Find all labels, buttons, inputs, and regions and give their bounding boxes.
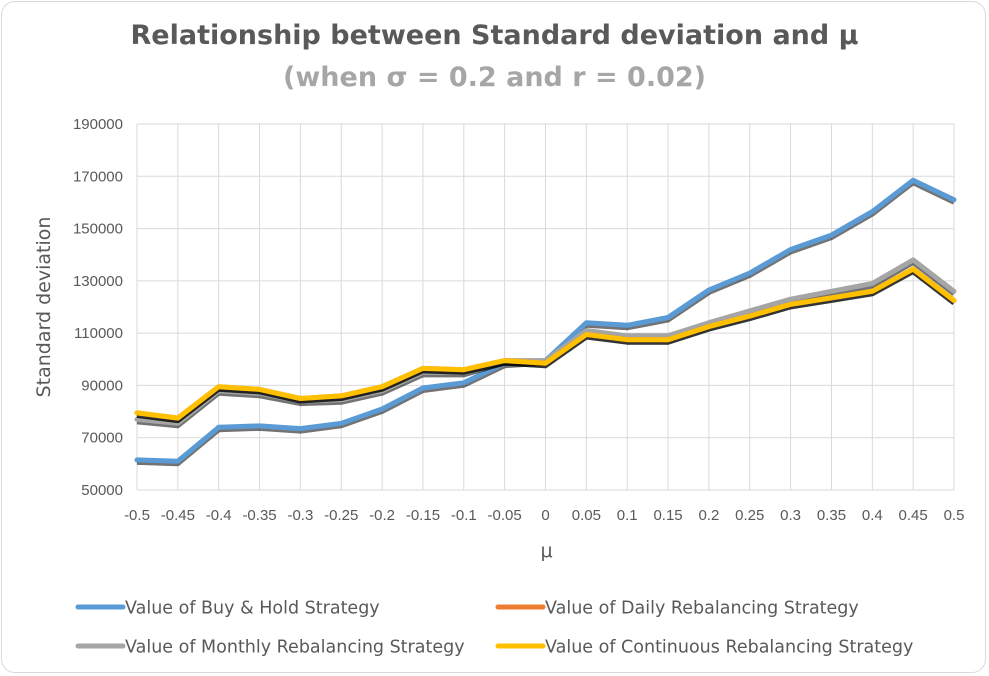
x-tick-label: 0.25 — [735, 507, 764, 524]
x-tick-label: 0.45 — [899, 507, 928, 524]
y-tick-label: 90000 — [81, 377, 123, 394]
y-tick-label: 110000 — [74, 325, 123, 342]
x-tick-label: -0.3 — [287, 507, 313, 524]
legend-label: Value of Buy & Hold Strategy — [125, 599, 380, 619]
chart-title: Relationship between Standard deviation … — [130, 20, 859, 51]
x-tick-label: 0.5 — [944, 507, 965, 524]
x-tick-label: -0.5 — [124, 507, 150, 524]
x-tick-label: -0.2 — [369, 507, 395, 524]
y-tick-label: 190000 — [73, 116, 123, 133]
chart-subtitle: (when σ = 0.2 and r = 0.02) — [283, 62, 706, 93]
x-tick-label: 0 — [541, 507, 549, 524]
series-line — [134, 266, 957, 421]
x-tick-label: 0.05 — [572, 507, 601, 524]
x-tick-label: 0.2 — [698, 507, 719, 524]
y-axis-label: Standard deviation — [33, 217, 55, 398]
x-tick-label: 0.15 — [653, 507, 682, 524]
y-tick-label: 130000 — [73, 273, 123, 290]
x-tick-label: -0.25 — [324, 507, 358, 524]
x-tick-label: -0.05 — [488, 507, 522, 524]
x-tick-label: 0.3 — [780, 507, 801, 524]
legend-label: Value of Monthly Rebalancing Strategy — [125, 638, 465, 658]
y-tick-label: 150000 — [73, 221, 123, 238]
x-tick-label: 0.4 — [862, 507, 883, 524]
x-tick-label: -0.15 — [406, 507, 440, 524]
x-tick-label: -0.4 — [206, 507, 232, 524]
legend-label: Value of Daily Rebalancing Strategy — [545, 599, 859, 619]
legend-label: Value of Continuous Rebalancing Strategy — [545, 638, 913, 658]
y-tick-label: 50000 — [81, 482, 123, 499]
x-tick-label: -0.35 — [242, 507, 276, 524]
y-tick-label: 70000 — [81, 430, 123, 447]
x-tick-label: 0.1 — [617, 507, 638, 524]
y-tick-label: 170000 — [73, 168, 123, 185]
x-tick-label: -0.1 — [451, 507, 477, 524]
x-tick-label: 0.35 — [817, 507, 846, 524]
x-axis-label: μ — [540, 540, 552, 562]
x-tick-label: -0.45 — [161, 507, 195, 524]
